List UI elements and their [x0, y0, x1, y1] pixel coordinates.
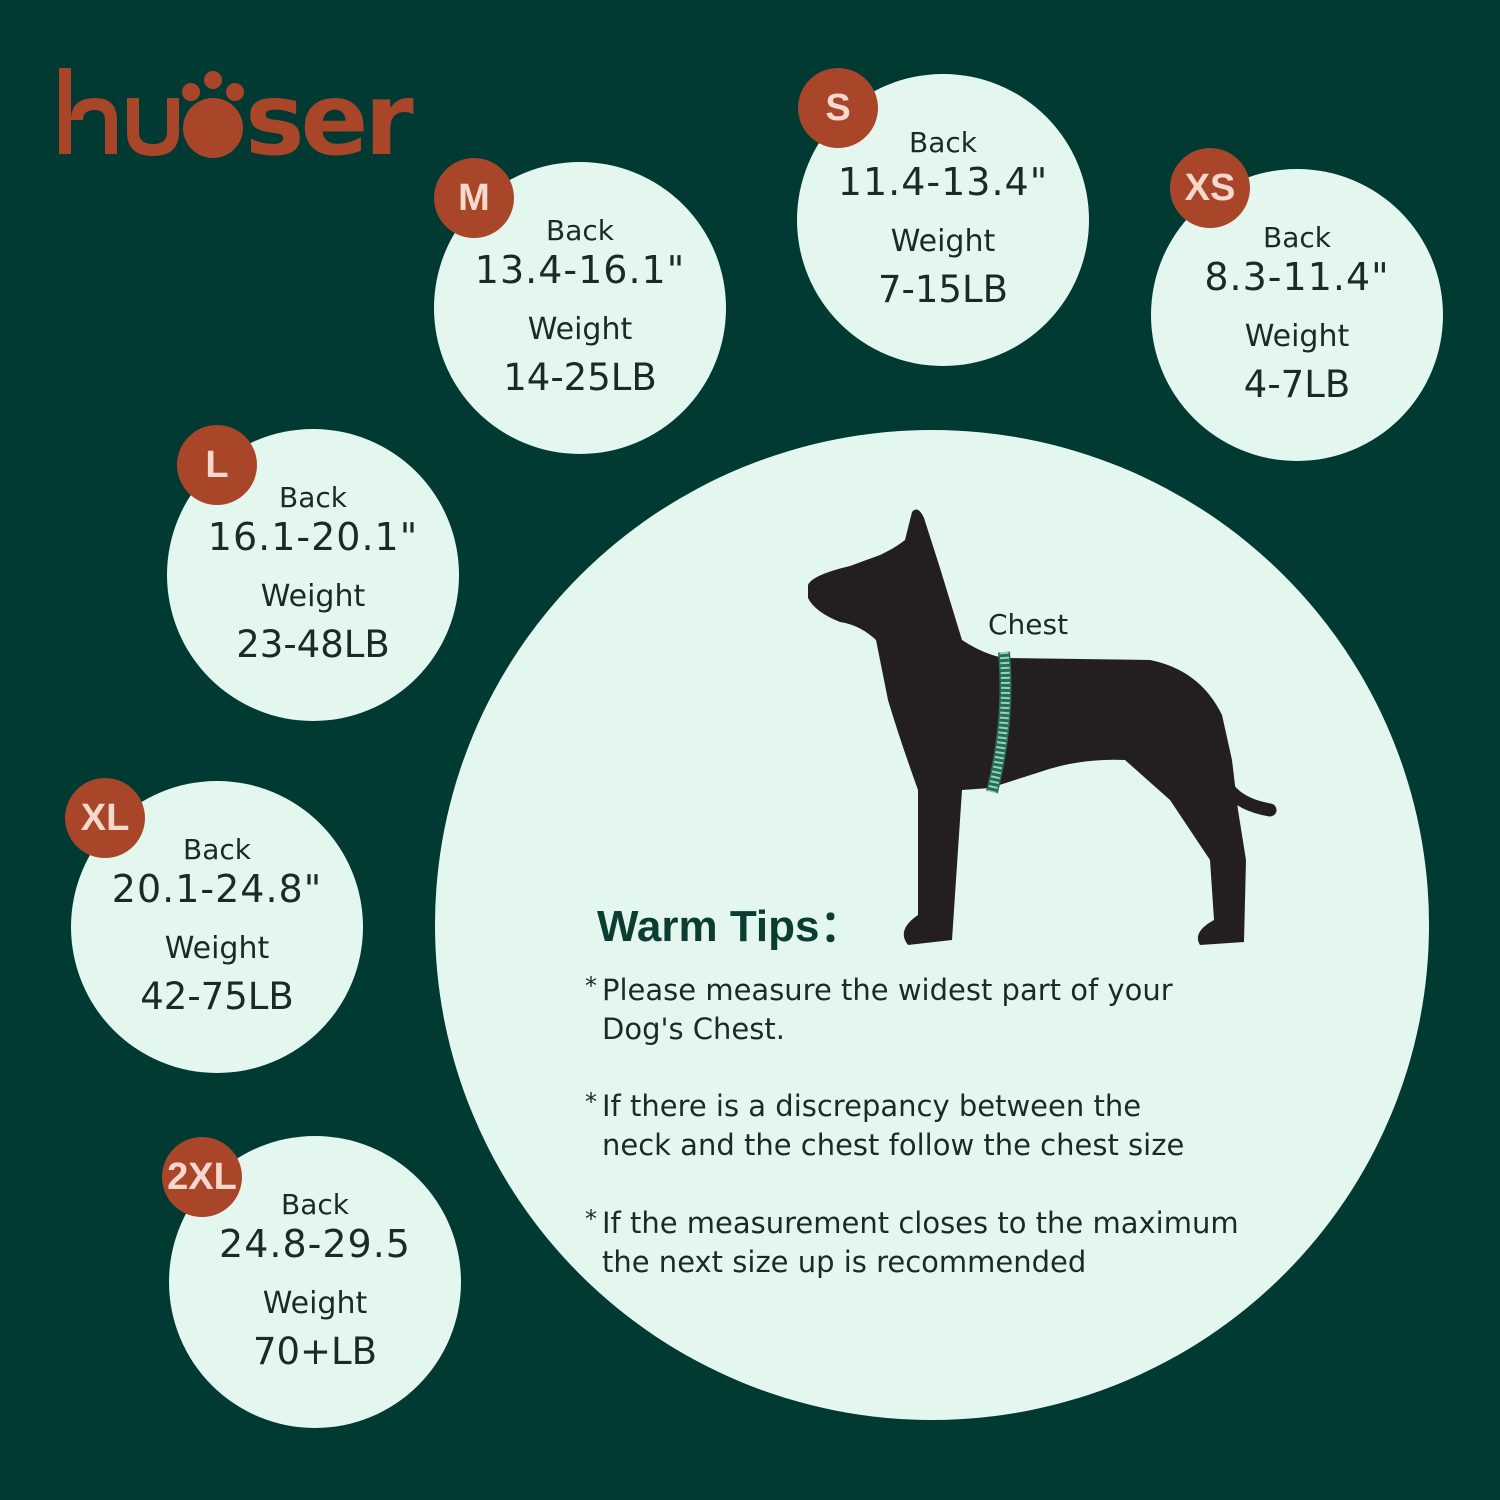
- weight-value: 42-75LB: [140, 975, 294, 1018]
- size-badge-m: M: [434, 158, 514, 238]
- svg-text:ser: ser: [245, 61, 414, 160]
- tip-line: the next size up is recommended: [602, 1245, 1087, 1279]
- weight-label: Weight: [890, 224, 996, 259]
- brand-logo: ser: [55, 60, 435, 178]
- weight-value: 4-7LB: [1243, 363, 1351, 406]
- size-badge-2xl: 2XL: [162, 1137, 242, 1217]
- size-badge-s: S: [798, 68, 878, 148]
- weight-label: Weight: [1244, 319, 1350, 354]
- tip-bullet: *: [585, 972, 597, 1000]
- tip-item: * If the measurement closes to the maxim…: [585, 1204, 1239, 1282]
- size-card-l: Back 16.1-20.1" Weight 23-48LB: [167, 429, 459, 721]
- back-label: Back: [279, 481, 347, 514]
- size-badge-xs: XS: [1170, 148, 1250, 228]
- tip-item: * Please measure the widest part of your…: [585, 971, 1173, 1049]
- back-label: Back: [281, 1188, 349, 1221]
- weight-value: 70+LB: [252, 1330, 378, 1373]
- back-value: 24.8-29.5: [219, 1222, 411, 1266]
- size-card-2xl: Back 24.8-29.5 Weight 70+LB: [169, 1136, 461, 1428]
- size-badge-l: L: [177, 425, 257, 505]
- weight-value: 7-15LB: [878, 268, 1008, 311]
- tip-item: * If there is a discrepancy between the …: [585, 1087, 1184, 1165]
- size-card-xs: Back 8.3-11.4" Weight 4-7LB: [1151, 169, 1443, 461]
- chest-label: Chest: [988, 608, 1069, 641]
- tip-line: neck and the chest follow the chest size: [602, 1128, 1185, 1162]
- weight-value: 14-25LB: [503, 356, 657, 399]
- back-label: Back: [183, 833, 251, 866]
- tip-line: Please measure the widest part of your: [602, 973, 1173, 1007]
- back-value: 20.1-24.8": [111, 867, 323, 911]
- back-value: 13.4-16.1": [474, 248, 686, 292]
- tip-line: If the measurement closes to the maximum: [602, 1206, 1239, 1240]
- measuring-tape-icon: [986, 651, 1012, 794]
- tip-line: Dog's Chest.: [602, 1012, 785, 1046]
- tip-bullet: *: [585, 1088, 597, 1116]
- weight-value: 23-48LB: [236, 623, 390, 666]
- back-label: Back: [1263, 221, 1331, 254]
- weight-label: Weight: [164, 931, 270, 966]
- weight-label: Weight: [260, 579, 366, 614]
- back-value: 11.4-13.4": [837, 160, 1049, 204]
- back-label: Back: [909, 126, 977, 159]
- warm-tips-title: Warm Tips：: [597, 902, 864, 951]
- weight-label: Weight: [527, 312, 633, 347]
- tip-line: If there is a discrepancy between the: [602, 1089, 1142, 1123]
- size-card-s: Back 11.4-13.4" Weight 7-15LB: [797, 74, 1089, 366]
- weight-label: Weight: [262, 1286, 368, 1321]
- back-value: 16.1-20.1": [207, 515, 419, 559]
- back-value: 8.3-11.4": [1204, 255, 1390, 299]
- size-badge-xl: XL: [65, 778, 145, 858]
- tip-bullet: *: [585, 1205, 597, 1233]
- back-label: Back: [546, 214, 614, 247]
